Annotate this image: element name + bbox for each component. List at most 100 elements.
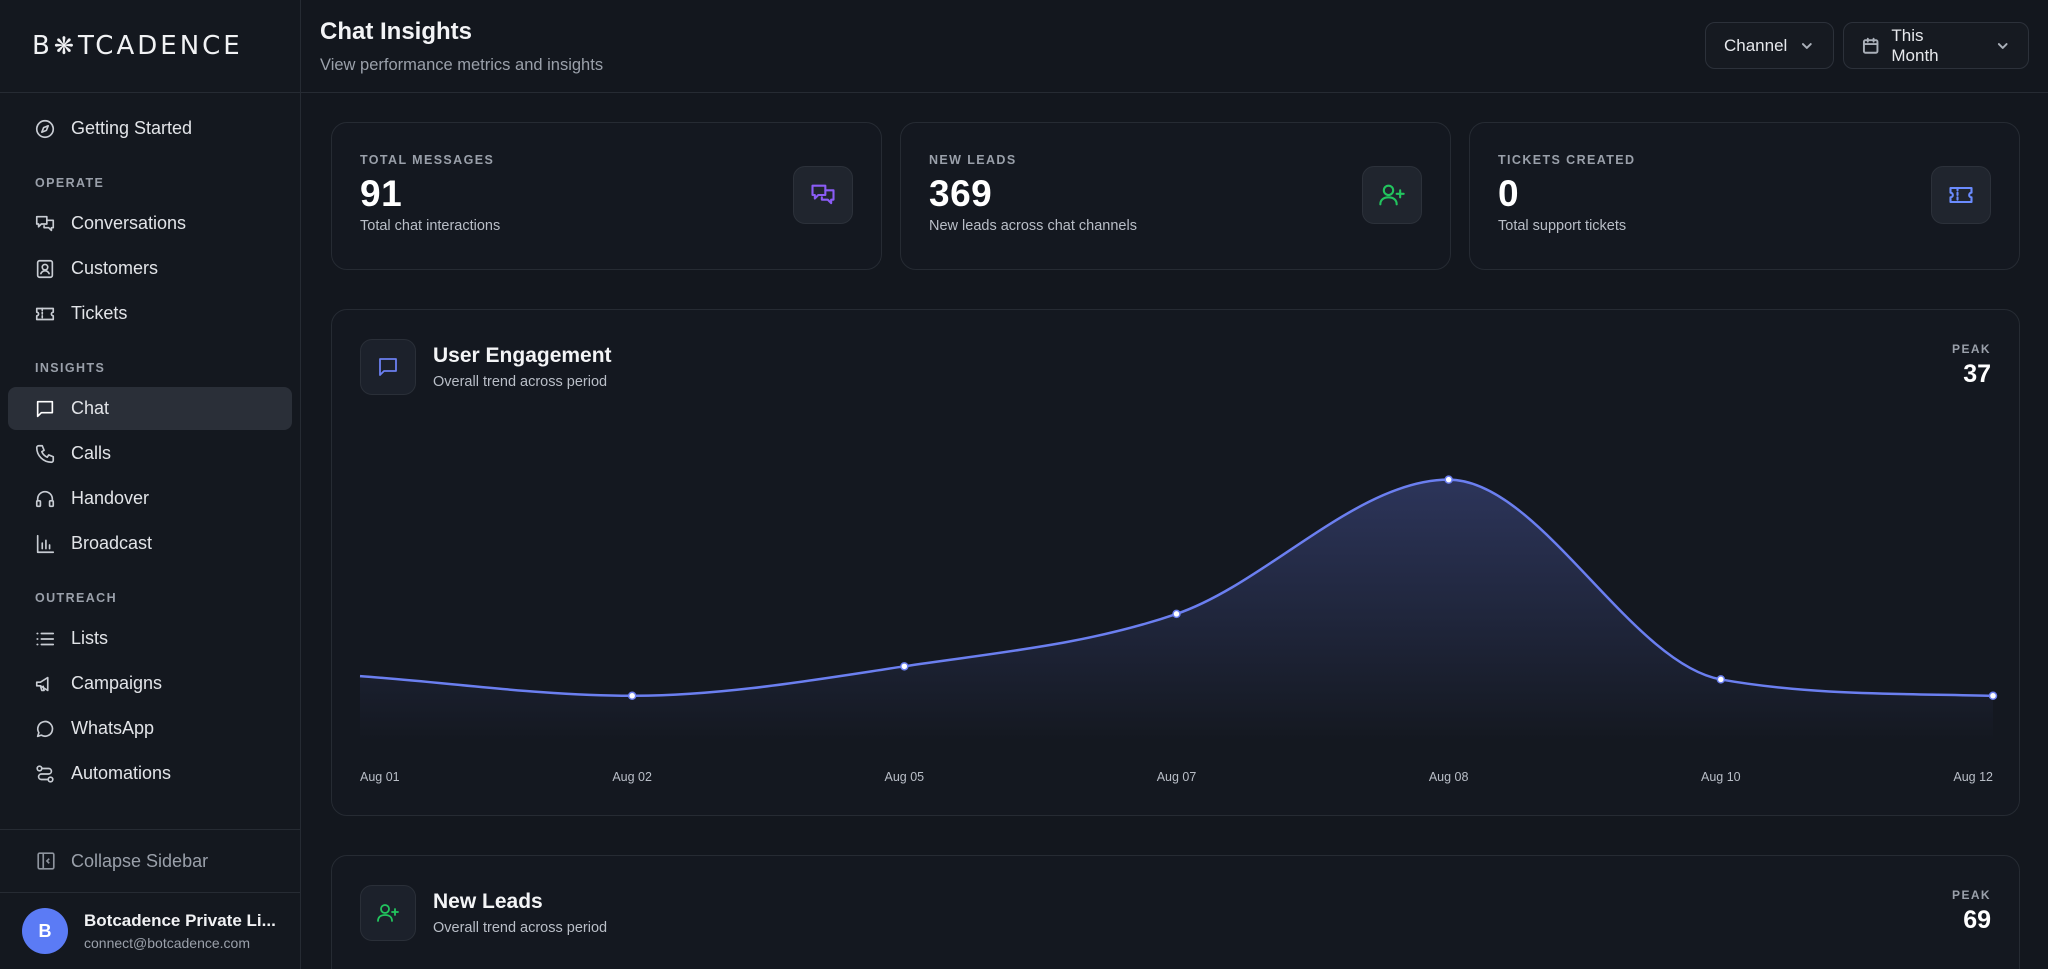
engagement-data-point[interactable]: [1988, 691, 1998, 701]
chart-icon-box: [360, 885, 416, 941]
stat-icon-box: [1931, 166, 1991, 224]
stat-icon-box: [793, 166, 853, 224]
peak-label: PEAK: [1952, 342, 1991, 356]
peak-value: 69: [1963, 906, 1991, 934]
sidebar-collapse-icon: [37, 852, 55, 870]
phone-icon: [35, 444, 55, 463]
chat-icon: [379, 358, 397, 376]
page-header: Chat Insights View performance metrics a…: [301, 0, 2048, 93]
chart-header: New Leads Overall trend across period PE…: [332, 856, 2019, 946]
date-range-label: This Month: [1891, 25, 1939, 65]
bar-chart-icon: [36, 534, 55, 553]
sidebar-item-label: Calls: [71, 443, 112, 463]
peak-label: PEAK: [1952, 888, 1991, 902]
engagement-data-point[interactable]: [627, 691, 637, 701]
chart-title: New Leads: [433, 890, 543, 913]
stat-card-total-messages: TOTAL MESSAGES 91 Total chat interaction…: [331, 122, 882, 270]
sidebar-item-label: Automations: [71, 763, 172, 783]
chart-subtitle: Overall trend across period: [433, 920, 608, 936]
collapse-sidebar-label: Collapse Sidebar: [71, 850, 209, 871]
chat-icon: [36, 400, 54, 417]
chart-header: User Engagement Overall trend across per…: [332, 310, 2019, 400]
sidebar-item-campaigns[interactable]: Campaigns: [8, 662, 292, 705]
sidebar-item-label: Tickets: [71, 303, 128, 323]
sidebar: B❋TCADENCE Getting Started OPERATE Conve…: [0, 0, 301, 969]
section-label-insights: INSIGHTS: [35, 361, 106, 375]
x-tick-label: Aug 07: [1157, 770, 1197, 784]
stat-card-tickets-created: TICKETS CREATED 0 Total support tickets: [1469, 122, 2020, 270]
sidebar-footer: Collapse Sidebar B Botcadence Private Li…: [0, 829, 300, 969]
sidebar-item-chat[interactable]: Chat: [8, 387, 292, 430]
page-subtitle: View performance metrics and insights: [320, 56, 604, 74]
stat-value: 369: [929, 173, 993, 214]
stat-value: 91: [360, 173, 403, 214]
sidebar-item-broadcast[interactable]: Broadcast: [8, 522, 292, 565]
engagement-data-point[interactable]: [900, 662, 909, 671]
page-title: Chat Insights: [320, 18, 473, 45]
sidebar-item-getting-started[interactable]: Getting Started: [8, 107, 292, 150]
sidebar-item-handover[interactable]: Handover: [8, 477, 292, 520]
engagement-data-point[interactable]: [1444, 475, 1453, 484]
stat-description: New leads across chat channels: [929, 218, 1137, 234]
sidebar-item-label: Chat: [71, 398, 110, 418]
sidebar-item-lists[interactable]: Lists: [8, 617, 292, 660]
sidebar-item-label: Handover: [71, 488, 150, 508]
user-name: Botcadence Private Li...: [84, 911, 276, 930]
chart-subtitle: Overall trend across period: [433, 374, 608, 390]
sidebar-item-label: Broadcast: [71, 533, 153, 553]
channel-filter-label: Channel: [1724, 35, 1788, 55]
sidebar-item-label: Getting Started: [71, 118, 193, 138]
calendar-icon: [1862, 37, 1879, 54]
stat-icon-box: [1362, 166, 1422, 224]
sidebar-item-customers[interactable]: Customers: [8, 247, 292, 290]
brand-logo[interactable]: B❋TCADENCE: [0, 0, 300, 93]
main-content: Chat Insights View performance metrics a…: [301, 0, 2048, 969]
sidebar-item-calls[interactable]: Calls: [8, 432, 292, 475]
automation-icon: [36, 764, 54, 783]
sidebar-item-label: Conversations: [71, 213, 187, 233]
sidebar-item-label: Customers: [71, 258, 159, 278]
contact-icon: [36, 259, 54, 278]
stat-description: Total support tickets: [1498, 218, 1627, 234]
brand-wordmark: B❋TCADENCE: [32, 31, 243, 61]
x-tick-label: Aug 10: [1701, 770, 1741, 784]
engagement-data-point[interactable]: [1716, 675, 1726, 684]
section-label-operate: OPERATE: [35, 176, 105, 190]
user-plus-icon: [377, 904, 399, 922]
sidebar-item-automations[interactable]: Automations: [8, 752, 292, 795]
stat-label: NEW LEADS: [929, 153, 1017, 167]
x-tick-label: Aug 12: [1953, 770, 1993, 784]
user-email: connect@botcadence.com: [84, 935, 250, 951]
sidebar-item-label: Campaigns: [71, 673, 163, 693]
x-tick-label: Aug 08: [1429, 770, 1469, 784]
collapse-sidebar-button[interactable]: Collapse Sidebar: [0, 829, 300, 893]
user-plus-icon: [1379, 184, 1405, 206]
sidebar-nav: Getting Started OPERATE Conversations Cu…: [0, 93, 300, 795]
stat-value: 0: [1498, 173, 1520, 214]
ticket-icon: [1949, 186, 1973, 204]
avatar: B: [22, 908, 68, 954]
sidebar-item-conversations[interactable]: Conversations: [8, 202, 292, 245]
x-tick-label: Aug 01: [360, 770, 400, 784]
chats-icon: [35, 215, 55, 231]
user-account[interactable]: B Botcadence Private Li... connect@botca…: [0, 893, 300, 969]
compass-icon: [35, 119, 55, 138]
gear-logo-icon: ❋: [53, 32, 77, 60]
chevron-down-icon: [1997, 42, 2008, 49]
whatsapp-icon: [36, 720, 54, 737]
chats-icon: [811, 184, 835, 205]
sidebar-item-label: Lists: [71, 628, 109, 648]
headset-icon: [35, 490, 55, 507]
x-tick-label: Aug 05: [885, 770, 925, 784]
channel-filter-dropdown[interactable]: Channel: [1705, 22, 1834, 69]
chevron-down-icon: [1802, 42, 1813, 49]
stat-label: TOTAL MESSAGES: [360, 153, 495, 167]
sidebar-item-whatsapp[interactable]: WhatsApp: [8, 707, 292, 750]
chart-icon-box: [360, 339, 416, 395]
stat-label: TICKETS CREATED: [1498, 153, 1636, 167]
chart-title: User Engagement: [433, 344, 612, 367]
date-range-dropdown[interactable]: This Month: [1843, 22, 2029, 69]
sidebar-item-tickets[interactable]: Tickets: [8, 292, 292, 335]
engagement-data-point[interactable]: [1172, 609, 1181, 619]
